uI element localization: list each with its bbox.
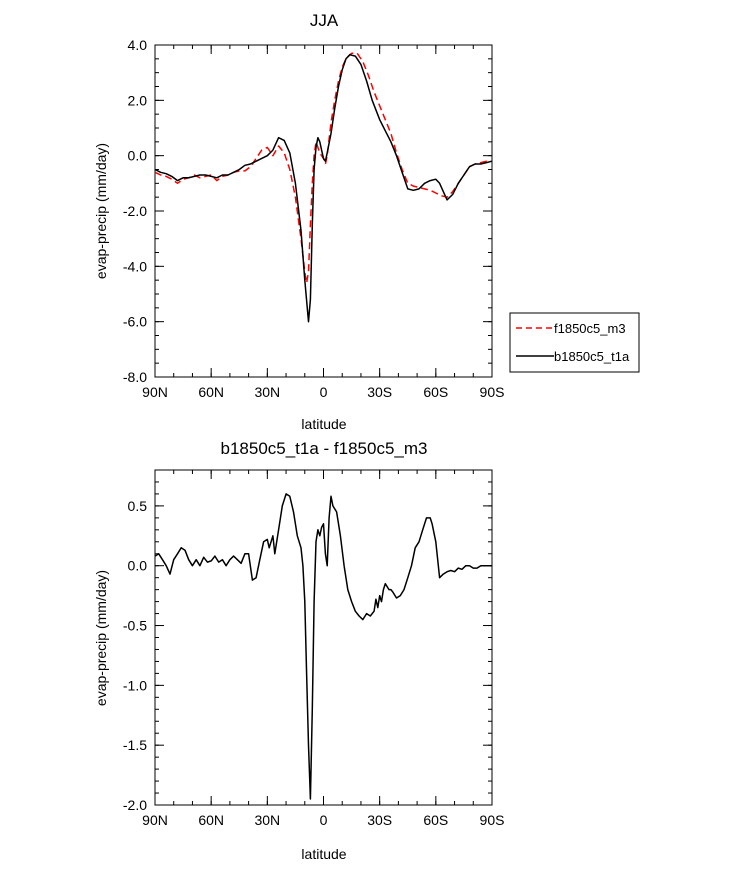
top-panel-series — [154, 52, 493, 323]
y-tick-label: -0.5 — [123, 618, 147, 634]
x-tick-label: 0 — [320, 812, 328, 828]
legend-box — [509, 312, 640, 373]
top-panel-xlabel: latitude — [301, 416, 346, 432]
y-tick-label: -1.5 — [123, 737, 147, 753]
x-tick-label: 0 — [320, 384, 328, 400]
top-panel: JJA 90N 60N 30N 0 30S 60S 90S 4.0 2.0 0.0 -2.0 -4.0… — [93, 11, 504, 432]
top-series-line-b1850c5_t1a — [154, 53, 493, 323]
y-tick-label: 0.0 — [128, 558, 148, 574]
x-tick-label: 90S — [480, 812, 505, 828]
x-tick-label: 60N — [198, 812, 224, 828]
y-tick-label: -2.0 — [123, 203, 147, 219]
x-tick-label: 90N — [142, 812, 168, 828]
x-tick-label: 30N — [254, 384, 280, 400]
top-panel-ticks: 90N 60N 30N 0 30S 60S 90S 4.0 2.0 0.0 -2.0 -4.0 -6.0… — [123, 37, 505, 400]
y-tick-label: 0.0 — [128, 148, 148, 164]
x-tick-label: 90S — [480, 384, 505, 400]
bottom-panel: b1850c5_t1a - f1850c5_m3 90N 60N 30N 0 30S 60… — [93, 439, 504, 862]
x-tick-label: 90N — [142, 384, 168, 400]
x-tick-label: 30S — [367, 812, 392, 828]
top-panel-title: JJA — [310, 11, 339, 30]
legend-label-f1850c5-m3: f1850c5_m3 — [554, 321, 626, 336]
legend: f1850c5_m3 b1850c5_t1a — [509, 312, 640, 373]
y-tick-label: -4.0 — [123, 258, 147, 274]
y-tick-label: -6.0 — [123, 314, 147, 330]
x-tick-label: 60S — [423, 384, 448, 400]
y-tick-label: -2.0 — [123, 797, 147, 813]
y-tick-label: 4.0 — [128, 37, 148, 53]
x-tick-label: 60N — [198, 384, 224, 400]
x-tick-label: 30N — [254, 812, 280, 828]
bottom-panel-frame — [154, 469, 493, 806]
bottom-panel-xlabel: latitude — [301, 846, 346, 862]
x-tick-label: 60S — [423, 812, 448, 828]
top-series-line-f1850c5_m3 — [154, 52, 492, 284]
bottom-panel-title: b1850c5_t1a - f1850c5_m3 — [221, 439, 428, 458]
bottom-panel-series — [154, 493, 492, 800]
legend-label-b1850c5-t1a: b1850c5_t1a — [554, 349, 630, 364]
top-panel-frame — [154, 44, 493, 378]
y-tick-label: -1.0 — [123, 677, 147, 693]
bottom-panel-ticks: 90N 60N 30N 0 30S 60S 90S 0.5 0.0 -0.5 -1.0 -1.5 -2.… — [123, 469, 505, 828]
y-tick-label: 2.0 — [128, 92, 148, 108]
y-tick-label: -8.0 — [123, 369, 147, 385]
top-panel-ylabel: evap-precip (mm/day) — [93, 143, 109, 279]
bottom-panel-ylabel: evap-precip (mm/day) — [93, 570, 109, 706]
x-tick-label: 30S — [367, 384, 392, 400]
y-tick-label: 0.5 — [128, 498, 148, 514]
bottom-series-line-series-0 — [154, 493, 492, 800]
